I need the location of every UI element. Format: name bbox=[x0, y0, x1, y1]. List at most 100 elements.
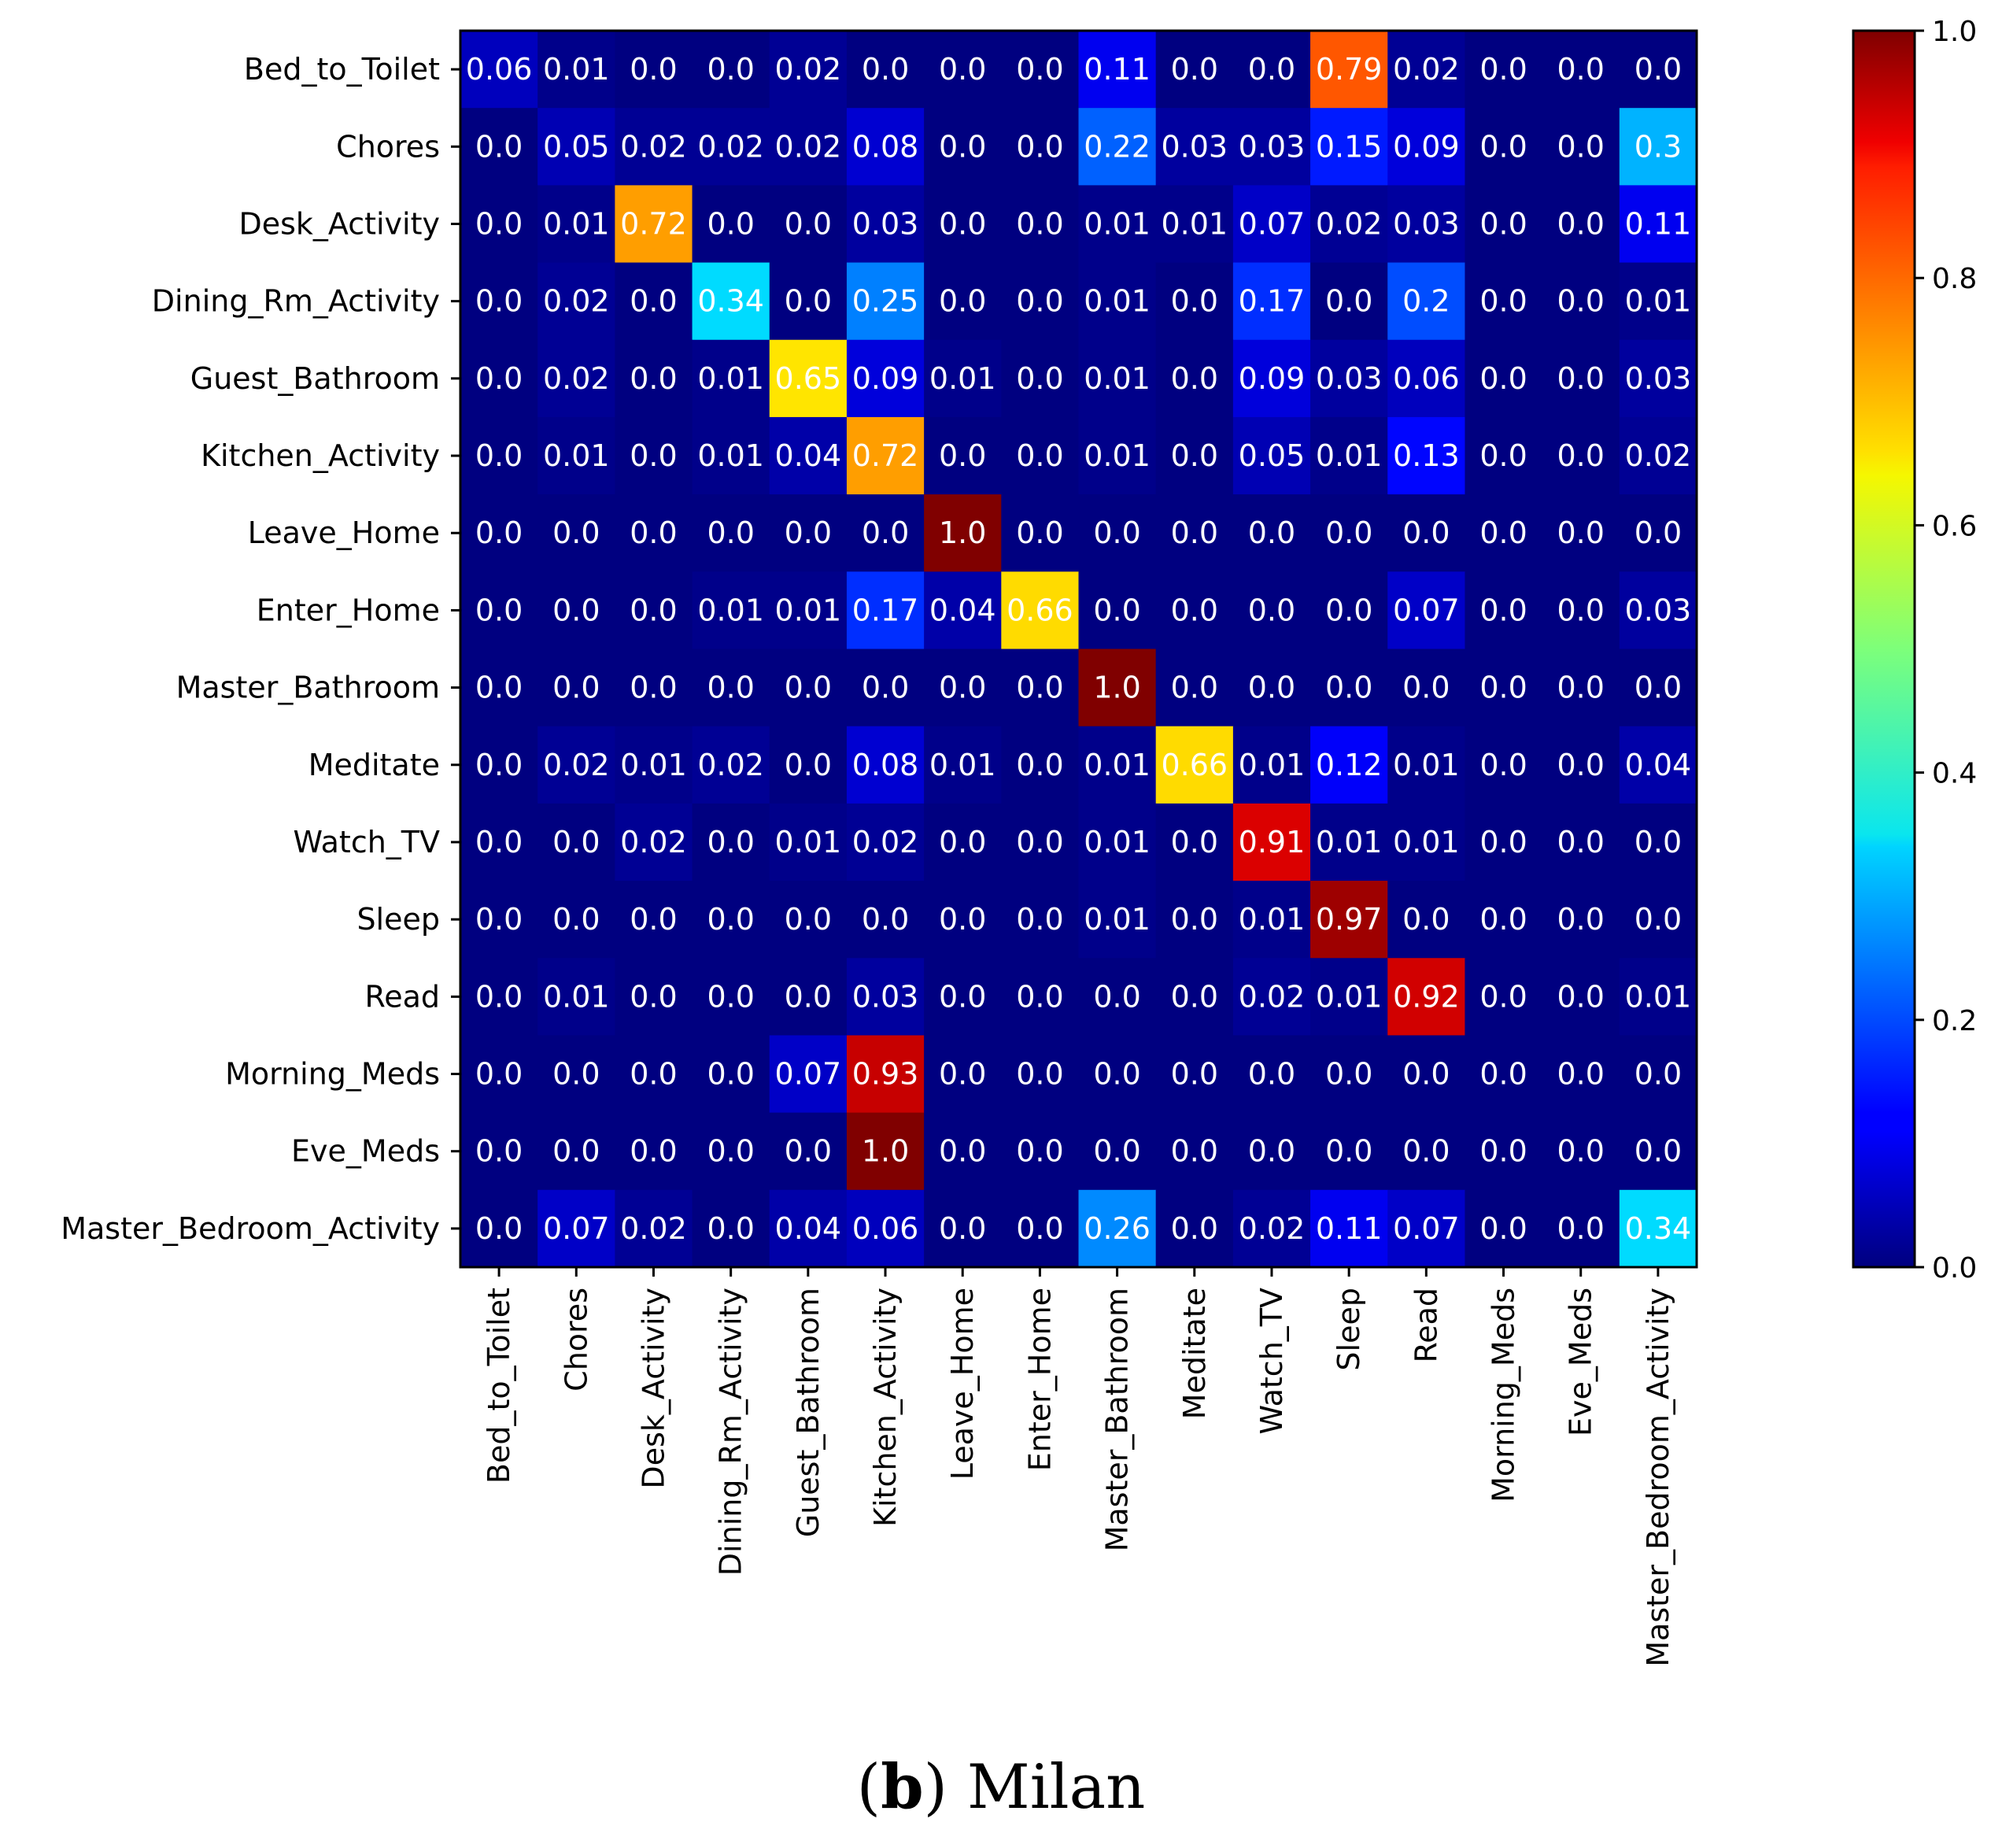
colorbar-tick-label: 0.6 bbox=[1932, 510, 1977, 542]
cell-value-label: 0.0 bbox=[1479, 1134, 1527, 1169]
colorbar-tick-label: 0.0 bbox=[1932, 1252, 1977, 1284]
heatmap-cell bbox=[537, 958, 615, 1037]
cell-value-label: 0.0 bbox=[707, 1057, 754, 1092]
cell-value-label: 0.01 bbox=[697, 593, 764, 627]
heatmap-cell bbox=[1078, 1189, 1157, 1268]
x-tick-label: Kitchen_Activity bbox=[868, 1288, 903, 1527]
heatmap-cell bbox=[1078, 881, 1157, 959]
heatmap-cell bbox=[615, 1035, 693, 1114]
cell-value-label: 0.09 bbox=[1239, 361, 1306, 396]
cell-value-label: 0.66 bbox=[1161, 748, 1228, 782]
cell-value-label: 0.0 bbox=[475, 438, 523, 473]
cell-value-label: 0.0 bbox=[552, 902, 600, 937]
cell-value-label: 0.01 bbox=[543, 438, 610, 473]
cell-value-label: 0.0 bbox=[1093, 979, 1140, 1014]
heatmap-cell bbox=[1465, 1112, 1543, 1191]
cell-value-label: 0.0 bbox=[475, 1057, 523, 1092]
heatmap-cell bbox=[1387, 494, 1466, 572]
heatmap-cell bbox=[1619, 31, 1697, 109]
heatmap-cell bbox=[924, 108, 1002, 186]
cell-value-label: 0.01 bbox=[1084, 438, 1151, 473]
cell-value-label: 0.0 bbox=[630, 516, 677, 550]
heatmap-cell bbox=[460, 958, 538, 1037]
cell-value-label: 0.02 bbox=[1393, 52, 1460, 87]
heatmap-cell bbox=[1387, 108, 1466, 186]
cell-value-label: 0.12 bbox=[1316, 748, 1383, 782]
cell-value-label: 0.0 bbox=[1402, 1057, 1450, 1092]
cell-value-label: 0.0 bbox=[707, 516, 754, 550]
x-tick-label: Chores bbox=[559, 1288, 593, 1392]
heatmap-cell bbox=[769, 1189, 848, 1268]
heatmap-cell bbox=[1232, 416, 1311, 495]
cell-value-label: 0.0 bbox=[1402, 516, 1450, 550]
y-tick-label: Morning_Meds bbox=[225, 1057, 440, 1092]
cell-value-label: 0.02 bbox=[775, 52, 842, 87]
heatmap-cell bbox=[1619, 262, 1697, 341]
cell-value-label: 0.22 bbox=[1084, 129, 1151, 164]
cell-value-label: 0.0 bbox=[1016, 206, 1063, 241]
heatmap-cell bbox=[1310, 416, 1388, 495]
cell-value-label: 0.08 bbox=[852, 129, 919, 164]
heatmap-cell bbox=[615, 726, 693, 804]
heatmap-cell bbox=[1232, 958, 1311, 1037]
heatmap-cell bbox=[460, 649, 538, 727]
cell-value-label: 0.0 bbox=[1016, 825, 1063, 859]
cell-value-label: 0.0 bbox=[707, 979, 754, 1014]
heatmap-cell bbox=[1078, 262, 1157, 341]
cell-value-label: 0.0 bbox=[1248, 52, 1295, 87]
heatmap-cell bbox=[615, 571, 693, 650]
y-tick-label: Sleep bbox=[356, 902, 440, 937]
heatmap-cell bbox=[769, 339, 848, 418]
heatmap-cell bbox=[1001, 262, 1080, 341]
heatmap-cell bbox=[1465, 649, 1543, 727]
heatmap-cell bbox=[1310, 803, 1388, 881]
heatmap-cell bbox=[769, 881, 848, 959]
heatmap-cell bbox=[1078, 649, 1157, 727]
cell-value-label: 0.92 bbox=[1393, 979, 1460, 1014]
heatmap-cell bbox=[692, 649, 770, 727]
cell-value-label: 0.17 bbox=[852, 593, 919, 627]
x-tick-label: Bed_to_Toilet bbox=[482, 1288, 516, 1484]
heatmap-cell bbox=[460, 262, 538, 341]
cell-value-label: 0.0 bbox=[1557, 284, 1605, 319]
heatmap-cell bbox=[692, 881, 770, 959]
cell-value-label: 0.0 bbox=[1557, 1211, 1605, 1246]
cell-value-label: 0.0 bbox=[1325, 516, 1372, 550]
cell-value-label: 0.0 bbox=[785, 748, 832, 782]
x-tick-label: Enter_Home bbox=[1022, 1288, 1057, 1471]
cell-value-label: 0.02 bbox=[543, 748, 610, 782]
heatmap-cell bbox=[1155, 31, 1234, 109]
heatmap-cell bbox=[1078, 1112, 1157, 1191]
heatmap-cell bbox=[615, 262, 693, 341]
heatmap-cell bbox=[615, 958, 693, 1037]
cell-value-label: 0.0 bbox=[630, 438, 677, 473]
cell-value-label: 0.0 bbox=[862, 902, 909, 937]
heatmap-cell bbox=[1542, 494, 1620, 572]
cell-value-label: 0.0 bbox=[475, 748, 523, 782]
cell-value-label: 0.0 bbox=[630, 52, 677, 87]
cell-value-label: 0.0 bbox=[1557, 671, 1605, 705]
cell-value-label: 0.0 bbox=[939, 1057, 986, 1092]
heatmap-cell bbox=[1310, 649, 1388, 727]
heatmap-cell bbox=[1387, 881, 1466, 959]
heatmap-cell bbox=[460, 881, 538, 959]
heatmap-cell bbox=[1619, 958, 1697, 1037]
heatmap-cell bbox=[460, 31, 538, 109]
cell-value-label: 0.01 bbox=[543, 979, 610, 1014]
heatmap-cell bbox=[1310, 571, 1388, 650]
heatmap-cell bbox=[537, 571, 615, 650]
cell-value-label: 0.0 bbox=[552, 516, 600, 550]
cell-value-label: 0.13 bbox=[1393, 438, 1460, 473]
cell-value-label: 0.0 bbox=[1171, 671, 1218, 705]
cell-value-label: 0.0 bbox=[862, 52, 909, 87]
cell-value-label: 0.0 bbox=[475, 671, 523, 705]
cell-value-label: 0.0 bbox=[939, 902, 986, 937]
heatmap-cell bbox=[1465, 31, 1543, 109]
heatmap-cell bbox=[1310, 185, 1388, 264]
heatmap-cells bbox=[460, 31, 1697, 1268]
cell-value-label: 0.01 bbox=[697, 361, 764, 396]
cell-value-label: 0.11 bbox=[1316, 1211, 1383, 1246]
cell-value-label: 0.03 bbox=[1625, 593, 1692, 627]
heatmap-cell bbox=[460, 494, 538, 572]
heatmap-cell bbox=[1155, 571, 1234, 650]
